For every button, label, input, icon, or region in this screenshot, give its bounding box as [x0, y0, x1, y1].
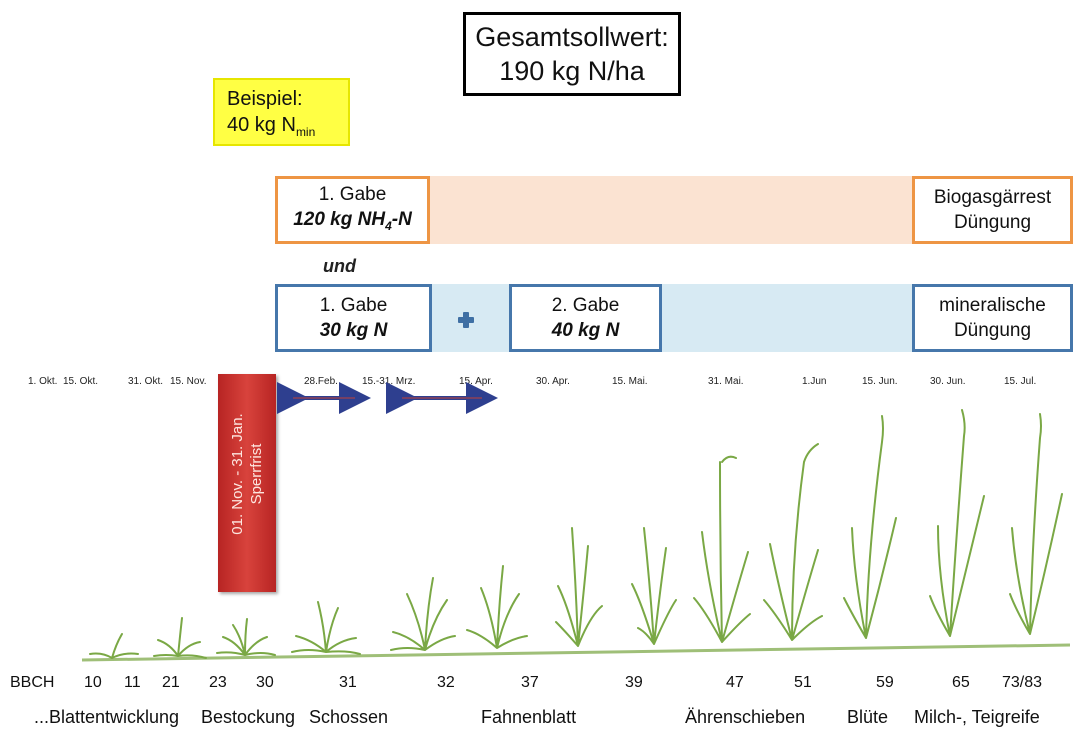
bbch-value: 21 — [162, 674, 180, 691]
plus-icon — [458, 312, 474, 328]
plant-bbch-31 — [291, 601, 361, 655]
date-label: 28.Feb. — [304, 376, 338, 387]
plant-bbch-39 — [555, 527, 603, 647]
date-label: 15. Okt. — [63, 376, 99, 387]
total-target-box: Gesamtsollwert: 190 kg N/ha — [463, 12, 681, 96]
date-label: 15. Apr. — [459, 376, 493, 387]
organic-dose-1-label: 1. Gabe — [318, 183, 387, 205]
example-value: 40 kg Nmin — [227, 114, 316, 139]
connector-und: und — [323, 256, 356, 276]
date-label: 1.Jun — [802, 376, 827, 387]
date-label: 15. Mai. — [612, 376, 648, 387]
stage-label: Schossen — [309, 707, 389, 727]
date-label: 15.-31. Mrz. — [362, 376, 416, 387]
plant-bbch-32 — [390, 577, 456, 651]
plant-bbch-37 — [466, 565, 528, 649]
date-label: 30. Apr. — [536, 376, 570, 387]
bbch-label: BBCH — [10, 674, 55, 691]
mineral-end-line-1: mineralische — [939, 295, 1046, 316]
date-label: 31. Mai. — [708, 376, 744, 387]
plant-bbch-23-30 — [216, 618, 276, 656]
plant-bbch-47 — [693, 455, 751, 643]
bbch-value: 47 — [726, 674, 744, 691]
plant-bbch-21 — [153, 617, 207, 659]
mineral-dose-2-box: 2. Gabe 40 kg N — [509, 284, 662, 352]
bbch-value: 51 — [794, 674, 812, 691]
bbch-value: 32 — [437, 674, 455, 691]
bbch-value: 65 — [952, 674, 970, 691]
biogas-line-1: Biogasgärrest — [933, 187, 1052, 208]
date-label: 15. Jul. — [1004, 376, 1037, 387]
date-label: 15. Nov. — [170, 376, 207, 387]
bbch-value: 23 — [209, 674, 227, 691]
stage-label: Bestockung — [201, 707, 296, 727]
plant-bbch-10-11 — [89, 633, 139, 659]
biogas-line-2: Düngung — [953, 212, 1032, 233]
mineral-dose-1-box: 1. Gabe 30 kg N — [275, 284, 432, 352]
bbch-value: 31 — [339, 674, 357, 691]
example-label: Beispiel: — [227, 88, 303, 110]
total-value: 190 kg N/ha — [499, 56, 645, 86]
bbch-value: 11 — [124, 674, 141, 691]
plant-bbch-39b — [631, 527, 677, 645]
bbch-value: 10 — [84, 674, 102, 691]
mineral-fertilizer-box: mineralische Düngung — [912, 284, 1073, 352]
biogas-digestate-box: Biogasgärrest Düngung — [912, 176, 1073, 244]
date-label: 31. Okt. — [128, 376, 164, 387]
bbch-value: 30 — [256, 674, 274, 691]
plant-bbch-51 — [763, 443, 823, 641]
plant-bbch-65 — [929, 409, 985, 637]
stage-label: ...Blattentwicklung — [34, 707, 180, 727]
date-label: 30. Jun. — [930, 376, 966, 387]
mineral-dose-2-amount: 40 kg N — [551, 320, 620, 341]
stage-label: Fahnenblatt — [481, 707, 577, 727]
ground-line — [81, 643, 1071, 662]
mineral-dose-1-label: 1. Gabe — [319, 295, 388, 316]
stage-label: Milch-, Teigreife — [914, 707, 1040, 727]
plant-bbch-59 — [843, 415, 897, 639]
bbch-value: 73/83 — [1002, 674, 1043, 691]
stage-label: Blüte — [847, 707, 889, 727]
mineral-dose-1-amount: 30 kg N — [319, 320, 388, 341]
organic-dose-1-amount: 120 kg NH4-N — [293, 208, 412, 233]
example-box: Beispiel: 40 kg Nmin — [213, 78, 350, 146]
bbch-value: 59 — [876, 674, 894, 691]
bbch-value: 37 — [521, 674, 539, 691]
total-title: Gesamtsollwert: — [475, 22, 669, 52]
date-label: 15. Jun. — [862, 376, 898, 387]
sperrfrist-bar: 01. Nov. - 31. Jan. Sperrfrist — [218, 374, 276, 592]
date-label: 1. Okt. — [28, 376, 58, 387]
plant-bbch-73-83 — [1009, 413, 1063, 635]
bbch-value: 39 — [625, 674, 643, 691]
organic-dose-1-box: 1. Gabe 120 kg NH4-N — [275, 176, 430, 244]
mineral-dose-2-label: 2. Gabe — [551, 295, 620, 316]
mineral-end-line-2: Düngung — [953, 320, 1032, 341]
stage-label: Ährenschieben — [685, 707, 806, 727]
